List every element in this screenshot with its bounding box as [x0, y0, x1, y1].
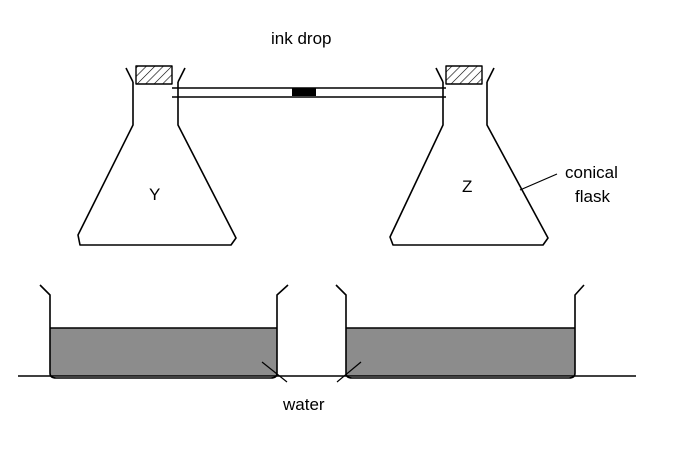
conical-flask-label-line2: flask [575, 187, 610, 206]
flask-y-lip-left [125, 67, 134, 83]
water-leader-right [336, 361, 362, 383]
water-label: water [282, 395, 325, 414]
flask-z-label: Z [462, 177, 472, 196]
trough-right [335, 284, 585, 379]
ink-drop-mark [292, 88, 316, 96]
flask-z-lip-right [486, 67, 495, 83]
water-leader-left [261, 361, 288, 383]
conical-flask-label-line1: conical [565, 163, 618, 182]
trough-left-water [50, 328, 277, 376]
flask-z-stopper [445, 65, 483, 85]
ink-drop-label: ink drop [271, 29, 331, 48]
flask-y-stopper [135, 65, 173, 85]
flask-y [77, 65, 237, 246]
flask-z [389, 65, 549, 246]
trough-left [39, 284, 289, 379]
trough-right-water [346, 328, 575, 376]
flask-z-lip-left [435, 67, 444, 83]
flask-y-label: Y [149, 185, 160, 204]
flask-z-body [389, 82, 549, 246]
flask-y-body [77, 82, 237, 246]
flask-y-lip-right [177, 67, 186, 83]
conical-flask-leader [519, 173, 558, 191]
